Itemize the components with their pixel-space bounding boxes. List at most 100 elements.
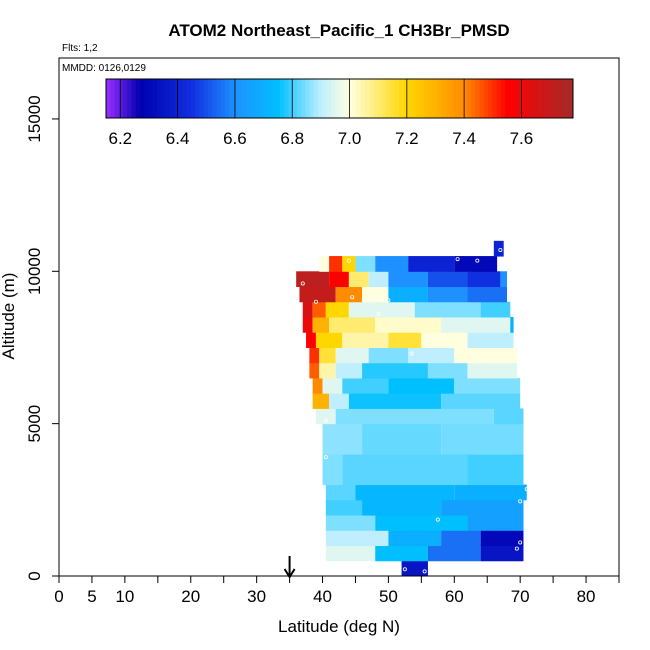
- heatmap-cell: [322, 423, 363, 455]
- heatmap-cell: [427, 286, 468, 303]
- colorbar-segment: [237, 79, 243, 118]
- dates-annotation: MMDD: 0126,0129: [62, 63, 146, 74]
- sample-point: [518, 499, 523, 504]
- colorbar-segment: [220, 79, 226, 118]
- colorbar-segment: [139, 79, 145, 118]
- colorbar-segment: [445, 79, 451, 118]
- colorbar-segment: [114, 79, 120, 118]
- heatmap-cell: [322, 454, 343, 486]
- colorbar-segment: [173, 79, 179, 118]
- colorbar-segment: [568, 79, 574, 118]
- heatmap-cell: [454, 256, 498, 272]
- colorbar-segment: [432, 79, 438, 118]
- heatmap-cell: [480, 545, 524, 562]
- colorbar-segment: [275, 79, 281, 118]
- colorbar-tick-label: 6.8: [280, 129, 304, 148]
- heatmap-cell: [467, 286, 507, 303]
- colorbar-segment: [203, 79, 209, 118]
- colorbar-segment: [326, 79, 332, 118]
- sample-point: [498, 247, 503, 252]
- heatmap-cell: [335, 362, 363, 379]
- heatmap-cell: [312, 301, 326, 318]
- heatmap-cell: [362, 499, 442, 516]
- heatmap-cell: [427, 362, 468, 379]
- heatmap-cell: [441, 423, 524, 455]
- heatmap-cell: [296, 271, 330, 288]
- colorbar-segment: [356, 79, 362, 118]
- sample-point: [379, 296, 384, 301]
- colorbar-segment: [471, 79, 476, 118]
- sample-point: [346, 258, 351, 263]
- colorbar-segment: [522, 79, 527, 118]
- colorbar-segment: [479, 79, 485, 118]
- heatmap-cell: [348, 301, 415, 318]
- colorbar-segment: [118, 79, 124, 118]
- colorbar-segment: [250, 79, 255, 118]
- heatmap-cell: [325, 515, 376, 531]
- x-tick-label: 40: [313, 587, 332, 606]
- colorbar-segment: [505, 79, 510, 118]
- colorbar-segment: [169, 79, 175, 118]
- colorbar-segment: [364, 79, 370, 118]
- colorbar-segment: [199, 79, 205, 118]
- colorbar-segment: [492, 79, 497, 118]
- heatmap-cell: [375, 256, 409, 272]
- colorbar-tick-label: 7.0: [338, 129, 362, 148]
- colorbar-segment: [301, 79, 306, 118]
- colorbar-segment: [373, 79, 379, 118]
- heatmap-cell: [500, 271, 507, 288]
- colorbar-segment: [454, 79, 459, 118]
- colorbar-segment: [122, 79, 128, 118]
- heatmap-cell: [315, 332, 343, 348]
- sample-point: [422, 569, 427, 574]
- heatmap-cell: [325, 499, 363, 516]
- heatmap-cell: [322, 377, 343, 394]
- heatmap-cell: [342, 454, 468, 486]
- colorbar-segment: [335, 79, 340, 118]
- heatmap-cell: [302, 301, 313, 318]
- colorbar-segment: [292, 79, 298, 118]
- marker-head: [283, 568, 296, 579]
- heatmap-cell: [355, 256, 376, 272]
- heatmap-cell: [388, 271, 428, 288]
- heatmap-cell: [493, 240, 504, 257]
- heatmap-cell: [375, 317, 442, 333]
- colorbar-segment: [564, 79, 570, 118]
- heatmap-cell: [335, 347, 369, 364]
- colorbar-tick-label: 7.2: [395, 129, 419, 148]
- colorbar-segment: [156, 79, 162, 118]
- x-tick-label: 60: [445, 587, 464, 606]
- y-tick-label: 0: [25, 571, 44, 580]
- y-tick-label: 10000: [25, 248, 44, 295]
- colorbar-tick-label: 7.6: [510, 129, 534, 148]
- heatmap-cell: [342, 332, 389, 348]
- colorbar-segment: [131, 79, 137, 118]
- heatmap-cell: [441, 393, 521, 409]
- heatmap-cell: [401, 560, 428, 577]
- heatmap-cell: [408, 256, 455, 272]
- colorbar-segment: [322, 79, 328, 118]
- colorbar-segment: [106, 79, 111, 118]
- heatmap-cell: [312, 393, 330, 409]
- heatmap-cell: [467, 362, 517, 379]
- colorbar-segment: [284, 79, 289, 118]
- colorbar-segment: [148, 79, 154, 118]
- colorbar-segment: [182, 79, 188, 118]
- colorbar-segment: [110, 79, 115, 118]
- heatmap-cell: [362, 286, 389, 303]
- colorbar-segment: [475, 79, 480, 118]
- heatmap-cell: [388, 530, 442, 547]
- colorbar-segment: [496, 79, 502, 118]
- sample-point: [435, 517, 440, 522]
- colorbar-segment: [547, 79, 553, 118]
- heatmap-cell: [510, 317, 514, 333]
- heatmap-cell: [329, 393, 349, 409]
- colorbar-segment: [271, 79, 277, 118]
- heatmap-cell: [348, 271, 369, 288]
- sample-point: [350, 295, 355, 300]
- colorbar-tick-label: 7.4: [452, 129, 476, 148]
- colorbar-segment: [152, 79, 158, 118]
- heatmap-cell: [414, 301, 481, 318]
- heatmap-cell: [309, 362, 320, 379]
- x-tick-label: 5: [87, 587, 96, 606]
